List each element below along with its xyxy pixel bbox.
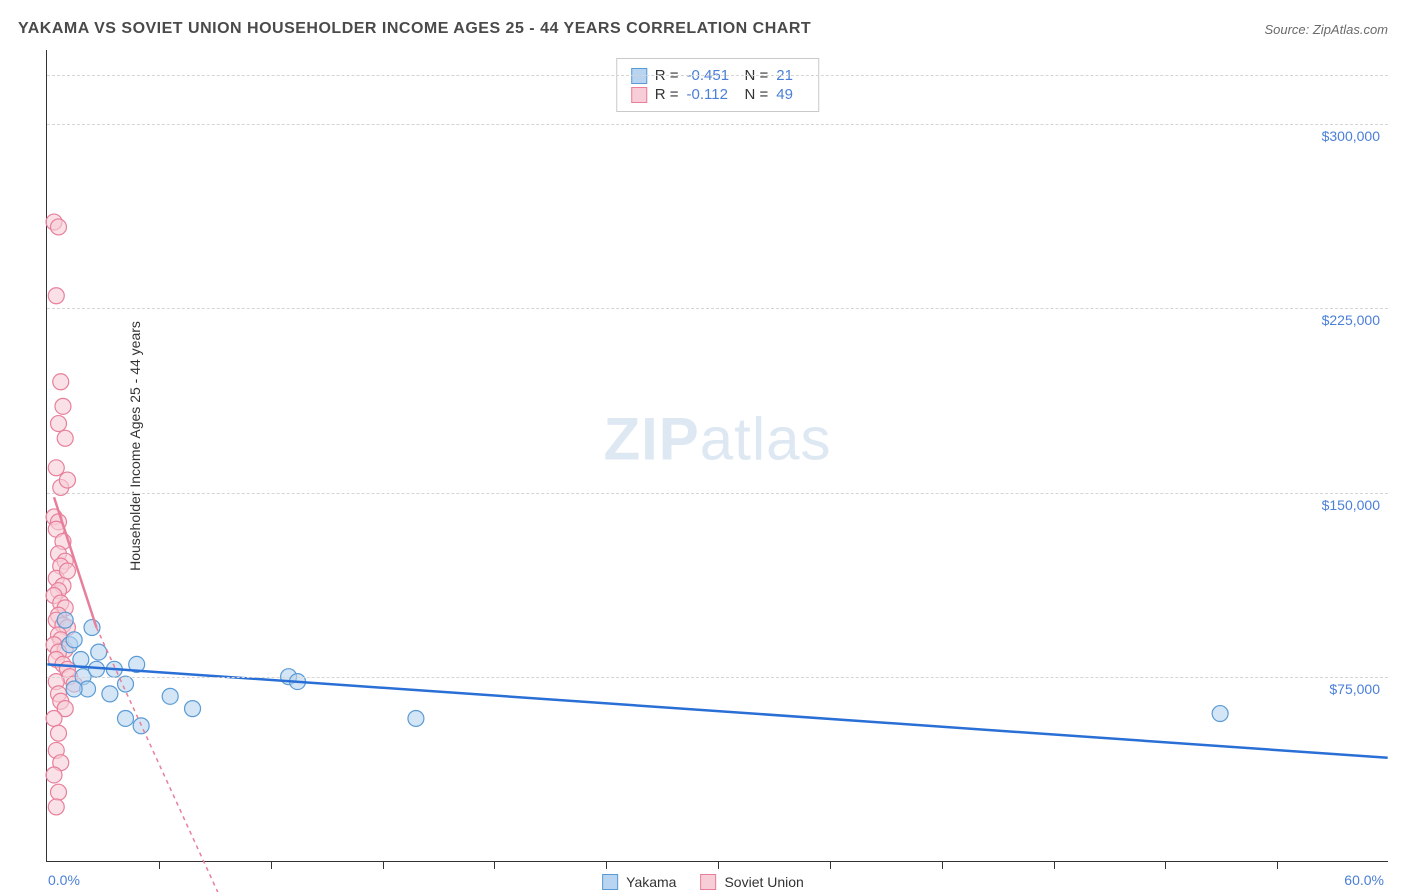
- gridline: [47, 75, 1388, 76]
- y-tick-label: $225,000: [1322, 312, 1380, 328]
- chart-header: YAKAMA VS SOVIET UNION HOUSEHOLDER INCOM…: [18, 20, 1388, 38]
- data-point: [84, 620, 100, 636]
- stat-n-value: 49: [776, 86, 804, 103]
- data-point: [162, 688, 178, 704]
- data-point: [57, 430, 73, 446]
- legend-label: Yakama: [626, 874, 676, 890]
- x-tick: [718, 861, 719, 869]
- data-point: [51, 416, 67, 432]
- legend-swatch: [631, 87, 647, 103]
- data-point: [408, 710, 424, 726]
- data-point: [91, 644, 107, 660]
- x-tick: [830, 861, 831, 869]
- data-point: [133, 718, 149, 734]
- gridline: [47, 124, 1388, 125]
- x-tick: [942, 861, 943, 869]
- gridline: [47, 493, 1388, 494]
- y-tick-label: $300,000: [1322, 128, 1380, 144]
- data-point: [51, 219, 67, 235]
- legend-item: Yakama: [602, 874, 676, 890]
- correlation-legend: R =-0.451N =21R =-0.112N =49: [616, 58, 820, 112]
- legend-swatch: [602, 874, 618, 890]
- scatter-svg: [47, 50, 1388, 861]
- x-tick: [1277, 861, 1278, 869]
- data-point: [59, 472, 75, 488]
- y-tick-label: $150,000: [1322, 497, 1380, 513]
- chart-title: YAKAMA VS SOVIET UNION HOUSEHOLDER INCOM…: [18, 20, 811, 38]
- x-tick: [606, 861, 607, 869]
- legend-swatch: [700, 874, 716, 890]
- source-attribution: Source: ZipAtlas.com: [1264, 22, 1388, 37]
- data-point: [185, 701, 201, 717]
- data-point: [48, 460, 64, 476]
- y-tick-label: $75,000: [1329, 681, 1380, 697]
- data-point: [1212, 706, 1228, 722]
- data-point: [48, 799, 64, 815]
- stat-n-label: N =: [745, 86, 769, 103]
- data-point: [57, 612, 73, 628]
- gridline: [47, 677, 1388, 678]
- x-tick: [494, 861, 495, 869]
- legend-stat-row: R = -0.112 N = 49: [631, 86, 805, 103]
- data-point: [55, 398, 71, 414]
- x-tick: [159, 861, 160, 869]
- data-point: [53, 374, 69, 390]
- x-tick: [1054, 861, 1055, 869]
- data-point: [118, 710, 134, 726]
- data-point: [102, 686, 118, 702]
- x-tick: [271, 861, 272, 869]
- data-point: [51, 725, 67, 741]
- data-point: [51, 784, 67, 800]
- data-point: [48, 288, 64, 304]
- data-point: [46, 767, 62, 783]
- gridline: [47, 308, 1388, 309]
- stat-r-label: R =: [655, 86, 679, 103]
- x-max-label: 60.0%: [1344, 872, 1384, 888]
- plot-area: ZIPatlas R =-0.451N =21R =-0.112N =49 $7…: [46, 50, 1388, 862]
- stat-r-value: -0.112: [687, 86, 737, 103]
- legend-item: Soviet Union: [700, 874, 803, 890]
- data-point: [66, 632, 82, 648]
- data-point: [59, 563, 75, 579]
- series-legend: Yakama Soviet Union: [602, 874, 804, 890]
- x-tick: [1165, 861, 1166, 869]
- data-point: [66, 681, 82, 697]
- data-point: [73, 651, 89, 667]
- x-min-label: 0.0%: [48, 872, 80, 888]
- x-tick: [383, 861, 384, 869]
- data-point: [46, 710, 62, 726]
- legend-label: Soviet Union: [724, 874, 803, 890]
